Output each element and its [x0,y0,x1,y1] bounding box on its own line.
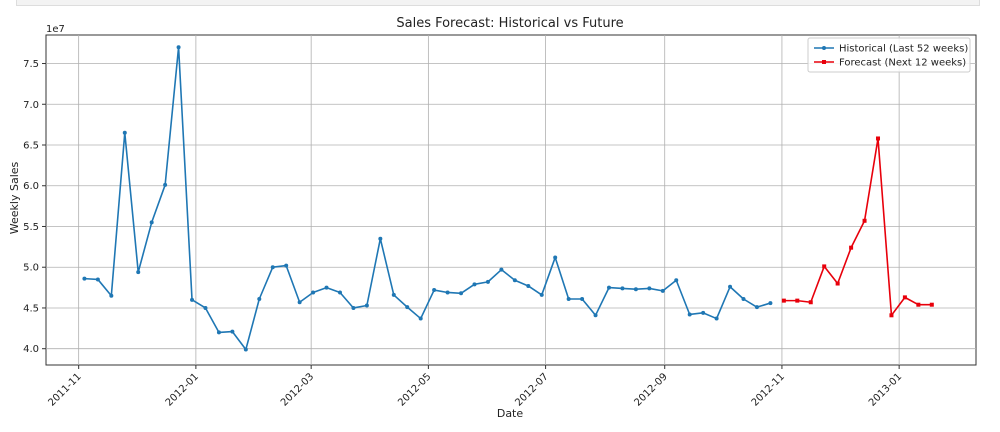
data-point [512,278,517,283]
data-point [216,330,221,335]
data-point [593,313,598,318]
data-point [136,270,141,275]
data-point [405,305,410,310]
data-point [297,300,302,305]
plot-frame [45,34,977,366]
data-point [566,297,571,301]
data-point [149,220,154,225]
data-point [620,286,625,291]
y-axis-offset-text: 1e7 [46,24,65,35]
y-axis: 4.0 4.5 5.0 5.5 6.0 6.5 7.0 7.5 [23,59,46,355]
y-tick-label: 7.0 [23,100,39,111]
data-point [539,292,544,297]
data-point [916,302,921,307]
data-point [378,236,383,241]
data-point [674,278,679,283]
legend-label: Forecast (Next 12 weeks) [839,58,966,69]
data-point [163,182,168,187]
data-point [243,347,248,352]
data-point [902,295,907,300]
x-tick-label: 2012-09 [633,371,670,408]
data-point [808,300,813,305]
data-point [741,297,746,301]
data-point [311,290,316,295]
data-point [606,285,611,290]
data-point [647,286,652,291]
x-tick-label: 2012-11 [750,371,787,408]
x-tick-label: 2012-05 [396,371,433,408]
data-point [849,245,854,250]
data-point [835,281,840,286]
chart-title: Sales Forecast: Historical vs Future [396,16,623,31]
data-point [687,312,692,317]
y-tick-label: 5.5 [23,222,39,233]
data-point [754,305,759,310]
data-point [270,265,275,270]
x-tick-label: 2011-11 [46,371,83,408]
legend-marker [822,46,826,50]
y-tick-label: 5.0 [23,263,39,274]
data-point [714,316,719,321]
y-axis-label: Weekly Sales [8,161,21,234]
y-tick-label: 6.5 [23,141,39,152]
data-point [95,277,100,282]
data-point [499,267,504,272]
data-point [580,297,585,301]
data-point [862,218,867,223]
data-point [418,316,423,321]
data-point [445,290,450,295]
series-layer [82,45,934,352]
data-point [391,292,396,297]
x-tick-label: 2013-01 [867,371,904,408]
data-point [728,284,733,289]
data-point [257,297,262,301]
data-point [109,293,114,298]
series-line-historical [84,46,771,351]
data-point [324,285,329,290]
data-point [351,305,356,310]
series-line-forecast [783,137,932,317]
x-tick-label: 2012-07 [513,371,550,408]
top-bar [16,0,980,6]
legend: Historical (Last 52 weeks) Forecast (Next… [807,37,971,73]
y-tick-label: 4.0 [23,344,39,355]
data-point [432,288,437,293]
legend-label: Historical (Last 52 weeks) [839,44,968,55]
data-point [701,310,706,315]
data-point [781,298,786,303]
data-point [364,303,369,308]
x-tick-label: 2012-03 [279,371,316,408]
data-point [553,255,558,260]
y-tick-label: 6.0 [23,181,39,192]
data-point [230,329,235,334]
x-tick-label: 2012-01 [164,371,201,408]
data-point [203,305,208,310]
data-point [876,136,881,141]
data-point [526,283,531,288]
data-point [822,264,827,269]
legend-marker [822,60,826,64]
data-point [176,45,181,50]
y-tick-label: 4.5 [23,303,39,314]
x-axis: 2011-11 2012-01 2012-03 2012-05 2012-07 2012-… [46,365,904,409]
data-point [472,282,477,287]
data-point [929,302,934,307]
data-point [768,301,773,306]
data-point [284,263,289,268]
data-point [633,287,638,292]
data-point [889,313,894,318]
data-point [485,279,490,284]
data-point [82,276,87,281]
data-point [459,291,464,296]
data-point [337,290,342,295]
grid [46,35,976,365]
legend-box [807,37,971,73]
data-point [122,130,127,135]
data-point [795,298,800,303]
data-point [190,297,195,302]
x-axis-label: Date [497,407,524,420]
y-tick-label: 7.5 [23,59,39,70]
data-point [660,288,665,293]
